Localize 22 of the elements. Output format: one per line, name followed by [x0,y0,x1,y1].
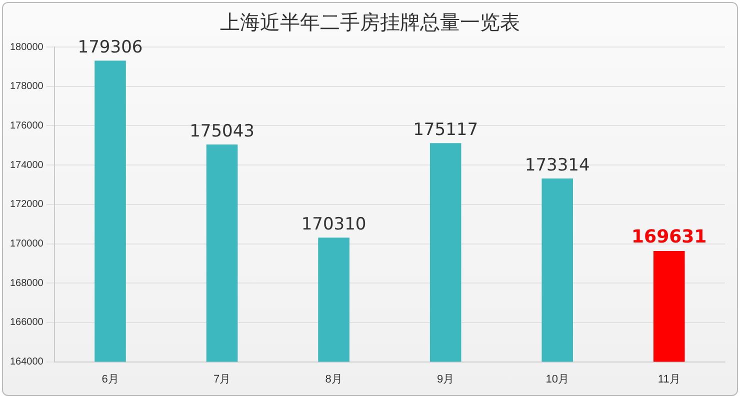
y-tick-label: 172000 [10,199,44,210]
data-label: 179306 [78,38,143,58]
y-tick-label: 178000 [10,81,44,92]
y-tick-label: 174000 [10,160,44,171]
x-tick-label: 7月 [213,373,231,386]
x-tick-label: 8月 [325,373,342,386]
x-tick-label: 11月 [658,373,680,386]
data-label: 175043 [190,121,254,142]
y-tick-label: 170000 [10,238,44,250]
y-tick-label: 164000 [10,356,44,368]
x-tick-label: 9月 [437,373,454,386]
y-tick-label: 176000 [10,120,44,132]
y-tick-label: 168000 [10,278,44,289]
y-tick-label: 180000 [10,42,44,53]
x-tick-label: 10月 [546,373,569,386]
chart-title: 上海近半年二手房挂牌总量一览表 [219,9,521,36]
x-tick-label: 6月 [102,373,119,386]
data-label: 175117 [413,120,478,140]
data-label: 169631 [632,226,707,248]
data-label: 173314 [524,155,590,176]
y-tick-label: 166000 [10,317,44,328]
data-label: 170310 [301,214,366,235]
